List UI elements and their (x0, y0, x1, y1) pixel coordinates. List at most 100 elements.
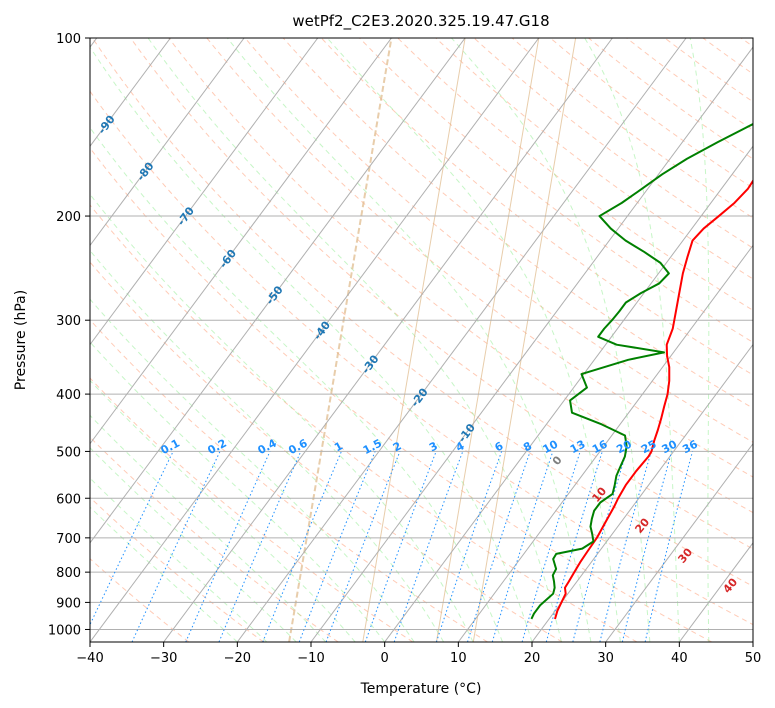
isotherm (90, 38, 392, 445)
mixing-ratio-lines (90, 451, 693, 642)
y-axis: 100 200 300 400 500 600 700 800 900 1000 (48, 32, 90, 638)
dry-adiabat (90, 496, 264, 642)
y-tick-label: 500 (56, 445, 81, 460)
isotherm (90, 38, 540, 642)
y-tick-label: 700 (56, 532, 81, 547)
mixing-ratio-line (599, 451, 652, 642)
dry-adiabat (90, 204, 638, 642)
moist-adiabat (90, 126, 503, 642)
dry-adiabat (90, 261, 563, 642)
y-tick-label: 600 (56, 492, 81, 507)
dry-adiabat (90, 558, 190, 642)
x-tick-label: 50 (745, 651, 762, 666)
mixing-ratio-line (435, 451, 503, 642)
y-tick-label: 300 (56, 314, 81, 329)
pressure-gridlines (90, 38, 753, 630)
isotherm-label: -70 (175, 204, 198, 228)
mixing-ratio-line (491, 451, 554, 642)
y-tick-label: 400 (56, 388, 81, 403)
dry-adiabat (90, 147, 712, 642)
mixing-ratio-line (644, 451, 693, 642)
mixing-ratio-label: 36 (680, 437, 700, 456)
freezing-curve-line (435, 38, 540, 642)
y-axis-label: Pressure (hPa) (13, 290, 29, 390)
mixing-ratio-label: 1 (332, 439, 345, 454)
isotherm (384, 145, 753, 642)
moist-adiabat-label: 30 (675, 545, 695, 565)
mixing-ratio-label: 0.6 (286, 436, 310, 457)
plot-area: 0.1 0.2 0.4 0.6 1 1.5 2 3 4 6 8 10 13 16 20 25 30 36-100-… (90, 38, 753, 642)
isotherm-label: -90 (95, 113, 118, 137)
isotherm-label: -20 (408, 385, 431, 409)
dry-adiabats (90, 38, 753, 642)
mixing-ratio-label: 0.2 (205, 437, 228, 458)
temperature-profile (554, 179, 753, 620)
moist-adiabat (689, 38, 710, 642)
dry-adiabat (90, 377, 414, 642)
x-tick-label: −30 (150, 651, 177, 666)
mixing-ratio-label: 1.5 (361, 437, 384, 458)
mixing-ratio-line (131, 451, 221, 642)
freezing-curve-line (288, 38, 393, 642)
isotherm (163, 38, 613, 642)
moist-adiabat (90, 193, 474, 642)
dry-adiabat (130, 38, 753, 550)
moist-adiabat (451, 38, 651, 642)
isotherm (605, 442, 753, 642)
isotherm (236, 38, 687, 642)
isotherm (310, 46, 753, 642)
freezing-curve-line (472, 38, 577, 642)
mixing-ratio-label: 2 (391, 439, 404, 454)
mixing-ratio-line (364, 451, 437, 642)
x-tick-label: 20 (524, 651, 541, 666)
moist-adiabat-label: 0 (550, 453, 565, 467)
isotherm (90, 38, 466, 544)
isotherm (531, 343, 753, 642)
isotherm-label: -60 (217, 247, 240, 271)
isotherm-label: -80 (134, 159, 157, 183)
x-tick-label: 30 (597, 651, 614, 666)
mixing-ratio-label: 10 (541, 437, 561, 456)
mixing-ratio-label: 25 (639, 438, 659, 457)
mixing-ratio-label: 16 (590, 437, 610, 456)
dry-adiabat (511, 38, 753, 219)
moist-adiabat (90, 298, 415, 642)
dry-adiabat (282, 38, 753, 409)
isotherm (90, 38, 319, 346)
moist-adiabat-label: 40 (720, 575, 740, 595)
moist-adiabat (90, 477, 268, 642)
mixing-ratio-label: 3 (427, 439, 440, 454)
moist-adiabat (326, 38, 621, 642)
x-tick-label: 0 (381, 651, 389, 666)
moist-adiabat (90, 46, 533, 642)
y-tick-label: 800 (56, 566, 81, 581)
dewpoint-profile (530, 122, 753, 620)
isotherm (678, 542, 753, 642)
y-tick-label: 900 (56, 596, 81, 611)
moist-adiabat (90, 249, 445, 642)
chart-title: wetPf2_C2E3.2020.325.19.47.G18 (292, 12, 549, 31)
dry-adiabat (90, 436, 339, 642)
mixing-ratio-line (298, 451, 376, 642)
mixing-ratio-line (90, 451, 174, 626)
x-tick-label: 10 (450, 651, 467, 666)
mixing-ratio-line (262, 451, 342, 642)
dry-adiabat (92, 38, 753, 587)
mixing-ratio-line (325, 451, 401, 642)
freezing-curve-line (362, 38, 466, 642)
y-tick-label: 1000 (48, 623, 81, 638)
x-tick-label: −40 (76, 651, 103, 666)
mixing-ratio-label: 0.1 (159, 437, 182, 458)
isotherm (90, 38, 171, 148)
moist-adiabat (90, 341, 386, 642)
moist-adiabat (90, 447, 297, 642)
x-axis-label: Temperature (°C) (360, 681, 482, 697)
dry-adiabat (90, 90, 753, 626)
mixing-ratio-line (572, 451, 628, 642)
mixing-ratio-line (621, 451, 673, 642)
moist-adiabats (90, 38, 710, 642)
moist-adiabat (90, 379, 356, 642)
mixing-ratio-line (521, 451, 581, 642)
dry-adiabat (359, 38, 753, 343)
